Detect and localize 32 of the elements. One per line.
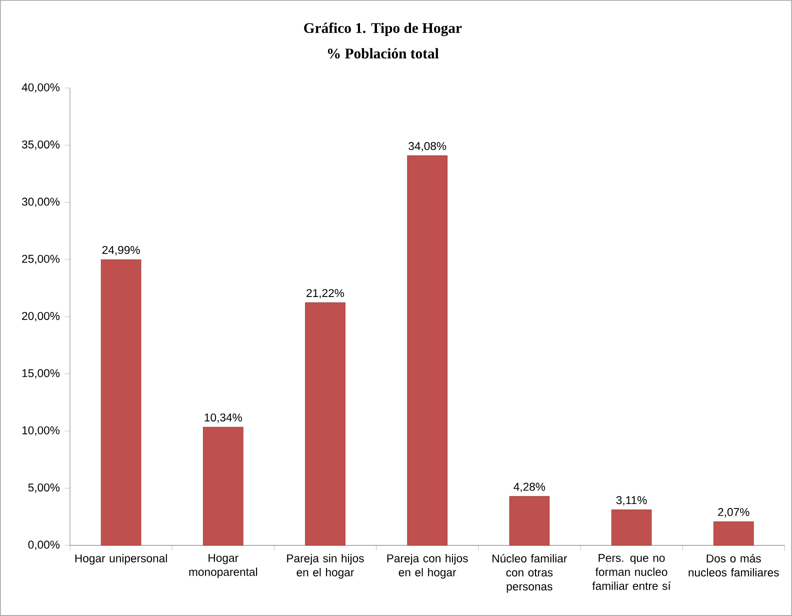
bar <box>509 496 550 546</box>
bar <box>407 155 448 546</box>
bar <box>100 259 142 546</box>
data-label: 3,11% <box>616 496 647 506</box>
y-tick-label: 0,00% <box>28 540 60 550</box>
bar <box>713 521 754 546</box>
y-tick-label: 30,00% <box>22 198 60 207</box>
bar <box>305 302 346 546</box>
x-tick-label: Pers. que no forman nucleo familiar entre sí <box>592 554 671 590</box>
bar <box>611 509 652 546</box>
data-label: 24,99% <box>102 246 140 256</box>
x-tick-label: Pareja con hijos en el hogar <box>387 554 468 579</box>
data-label: 2,07% <box>718 508 750 518</box>
y-tick-label: 40,00% <box>22 83 60 93</box>
data-label: 21,22% <box>306 289 344 298</box>
x-tick-label: Hogar monoparental <box>189 554 258 578</box>
bar <box>202 426 244 546</box>
x-tick-label: Hogar unipersonal <box>75 554 167 565</box>
data-label: 10,34% <box>204 413 242 423</box>
x-tick-label: Dos o más nucleos familiares <box>688 554 779 576</box>
chart-title: Gráfico 1. Tipo de Hogar <box>304 22 462 36</box>
y-tick-label: 5,00% <box>28 483 60 493</box>
chart-subtitle: % Población total <box>328 48 439 59</box>
y-tick-label: 25,00% <box>22 254 60 264</box>
y-tick-label: 10,00% <box>22 426 60 436</box>
y-tick-label: 15,00% <box>22 369 60 378</box>
x-tick-label: Núcleo familiar con otras personas <box>492 554 567 593</box>
y-tick-label: 20,00% <box>22 312 60 322</box>
x-tick-label: Pareja sin hijos en el hogar <box>287 554 364 579</box>
data-label: 34,08% <box>408 142 446 152</box>
data-label: 4,28% <box>514 482 546 492</box>
y-tick-label: 35,00% <box>22 140 60 150</box>
